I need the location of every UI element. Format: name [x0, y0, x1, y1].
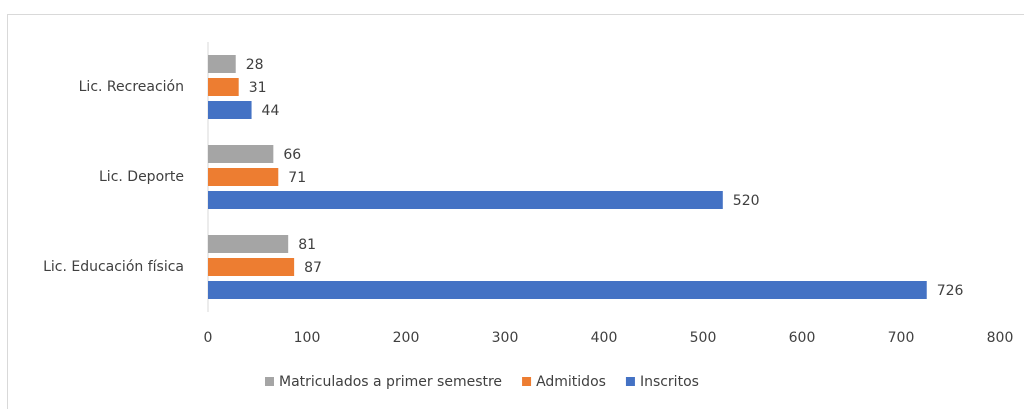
bar	[208, 235, 289, 253]
legend-label: Admitidos	[536, 374, 606, 390]
legend-swatch	[625, 377, 635, 386]
bar	[208, 168, 279, 186]
data-label: 44	[262, 103, 280, 119]
bar	[208, 258, 295, 276]
bar	[208, 78, 239, 96]
x-tick-label: 800	[987, 330, 1014, 346]
bar	[208, 145, 274, 163]
legend-label: Matriculados a primer semestre	[279, 374, 502, 390]
legend-label: Inscritos	[640, 374, 699, 390]
data-label: 726	[937, 283, 964, 299]
data-label: 71	[288, 170, 306, 186]
chart-border	[7, 14, 1024, 409]
bar	[208, 281, 927, 299]
x-tick-label: 700	[888, 330, 915, 346]
data-label: 520	[733, 193, 760, 209]
x-tick-label: 500	[690, 330, 717, 346]
x-tick-label: 400	[591, 330, 618, 346]
x-tick-label: 600	[789, 330, 816, 346]
x-tick-label: 300	[492, 330, 519, 346]
y-tick-label: Lic. Educación física	[43, 259, 184, 275]
bar	[208, 101, 252, 119]
x-tick-label: 100	[294, 330, 321, 346]
y-tick-label: Lic. Recreación	[79, 79, 184, 95]
x-tick-label: 0	[204, 330, 213, 346]
data-label: 66	[283, 147, 301, 163]
x-tick-label: 200	[393, 330, 420, 346]
data-label: 81	[298, 237, 316, 253]
legend-swatch	[265, 377, 274, 386]
bar	[208, 191, 723, 209]
data-label: 31	[249, 80, 267, 96]
bar	[208, 55, 236, 73]
data-label: 28	[246, 57, 264, 73]
data-label: 87	[304, 260, 322, 276]
legend-swatch	[522, 377, 532, 386]
y-tick-label: Lic. Deporte	[99, 169, 184, 185]
